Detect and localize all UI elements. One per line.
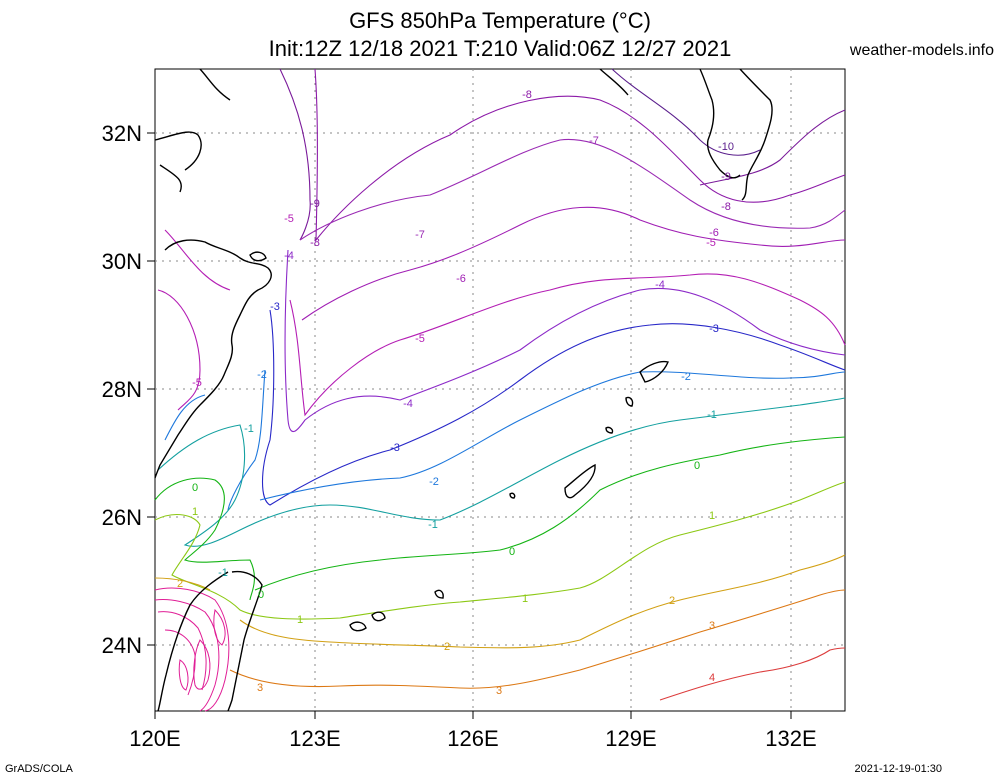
- contour-1: [154, 481, 846, 620]
- contour-m8: [314, 68, 846, 242]
- map-subtitle: Init:12Z 12/18 2021 T:210 Valid:06Z 12/2…: [268, 36, 732, 61]
- contour-label-2-c: 2: [669, 595, 675, 607]
- lat-label-30n: 30N: [102, 249, 142, 274]
- contour-m3: [262, 309, 846, 506]
- lon-label-132e: 132E: [765, 726, 816, 751]
- contour-label-4-a: 4: [709, 672, 715, 684]
- china-coast: [154, 131, 272, 479]
- island-small-2: [605, 426, 614, 434]
- taiwan-coast: [157, 570, 263, 712]
- lat-label-28n: 28N: [102, 377, 142, 402]
- contour-label-0-c: 0: [509, 546, 515, 558]
- contour-label-3-b: 3: [496, 685, 502, 697]
- contour-label-m9-a: -9: [310, 198, 320, 210]
- contour-label-m1-a: -1: [244, 423, 254, 435]
- contour-label-m5-b: -5: [415, 333, 425, 345]
- island-ishigaki: [371, 611, 386, 622]
- contour-label-0-a: 0: [192, 482, 198, 494]
- contour-label-3-c: 3: [709, 620, 715, 632]
- kyushu-coast: [699, 68, 773, 201]
- contour-labels: -10 -9 -9 -8 -8 -8 -7 -7 -6 -6 -5 -5 -5 …: [177, 89, 734, 697]
- island-miyako: [349, 621, 367, 632]
- contour-0: [154, 436, 846, 601]
- contour-label-2-b: 2: [444, 641, 450, 653]
- contour-m5: [157, 229, 846, 417]
- contour-label-2-a: 2: [177, 578, 183, 590]
- contour-label-m7-a: -7: [415, 229, 425, 241]
- lon-label-129e: 129E: [605, 726, 656, 751]
- footer-credit: GrADS/COLA: [5, 763, 73, 775]
- contour-label-1-d: 1: [709, 510, 715, 522]
- korea-coast: [199, 68, 629, 101]
- contour-label-m3-b: -3: [390, 442, 400, 454]
- footer-timestamp: 2021-12-19-01:30: [854, 763, 942, 775]
- island-daito: [434, 589, 444, 599]
- island-small-3: [509, 492, 516, 499]
- contour-m9: [279, 68, 846, 241]
- lon-label-120e: 120E: [129, 726, 180, 751]
- contour-label-m8-b: -8: [522, 89, 532, 101]
- map-title: GFS 850hPa Temperature (°C): [349, 8, 651, 33]
- lat-label-32n: 32N: [102, 121, 142, 146]
- island-amami: [564, 463, 596, 499]
- contour-label-m5-c: -5: [192, 377, 202, 389]
- lon-label-123e: 123E: [289, 726, 340, 751]
- contour-label-1-b: 1: [297, 614, 303, 626]
- contour-label-m4-c: -4: [655, 279, 665, 291]
- island-small-1: [625, 396, 634, 407]
- contour-label-1-a: 1: [192, 506, 198, 518]
- lat-label-24n: 24N: [102, 633, 142, 658]
- contour-label-m5-a: -5: [284, 213, 294, 225]
- contour-label-m6-b: -6: [709, 227, 719, 239]
- tick-marks: [147, 132, 792, 719]
- site-label: weather-models.info: [849, 42, 994, 59]
- island-zhoushan: [249, 251, 267, 262]
- contour-m2: [164, 369, 846, 511]
- coastlines: [154, 68, 773, 712]
- contour-2: [154, 554, 846, 649]
- contour-label-m2-a: -2: [257, 369, 267, 381]
- contour-label-m6-a: -6: [456, 273, 466, 285]
- contour-label-m7-b: -7: [589, 135, 599, 147]
- contour-label-m10-a: -10: [718, 141, 734, 153]
- contour-label-m5-d: -5: [706, 237, 716, 249]
- warm-core-contours: [154, 587, 230, 712]
- contour-label-m1-d: -1: [218, 567, 228, 579]
- gridlines: [155, 69, 845, 711]
- contour-label-m3-c: -3: [709, 323, 719, 335]
- contour-label-m4-a: -4: [284, 250, 294, 262]
- contour-label-3-a: 3: [257, 682, 263, 694]
- contour-label-m4-b: -4: [403, 398, 413, 410]
- contour-m4: [284, 249, 846, 432]
- contour-label-m1-c: -1: [707, 409, 717, 421]
- contour-3: [229, 589, 846, 689]
- contour-lines: [154, 68, 846, 701]
- island-okinawa: [639, 360, 669, 383]
- contour-label-1-c: 1: [522, 593, 528, 605]
- contour-m7: [299, 138, 846, 241]
- contour-m10: [611, 68, 761, 156]
- contour-label-0-d: 0: [694, 460, 700, 472]
- contour-label-m2-b: -2: [429, 476, 439, 488]
- contour-label-m1-b: -1: [428, 519, 438, 531]
- contour-label-m3-a: -3: [270, 301, 280, 313]
- contour-m1: [157, 397, 846, 547]
- contour-label-m9-b: -9: [721, 171, 731, 183]
- contour-label-m8-a: -8: [310, 237, 320, 249]
- map-frame: [154, 68, 846, 712]
- lat-label-26n: 26N: [102, 505, 142, 530]
- contour-label-m2-c: -2: [681, 371, 691, 383]
- contour-m6: [301, 206, 846, 321]
- lon-label-126e: 126E: [447, 726, 498, 751]
- contour-label-m8-c: -8: [721, 201, 731, 213]
- contour-label-0-b: 0: [258, 589, 264, 601]
- contour-4: [659, 647, 846, 701]
